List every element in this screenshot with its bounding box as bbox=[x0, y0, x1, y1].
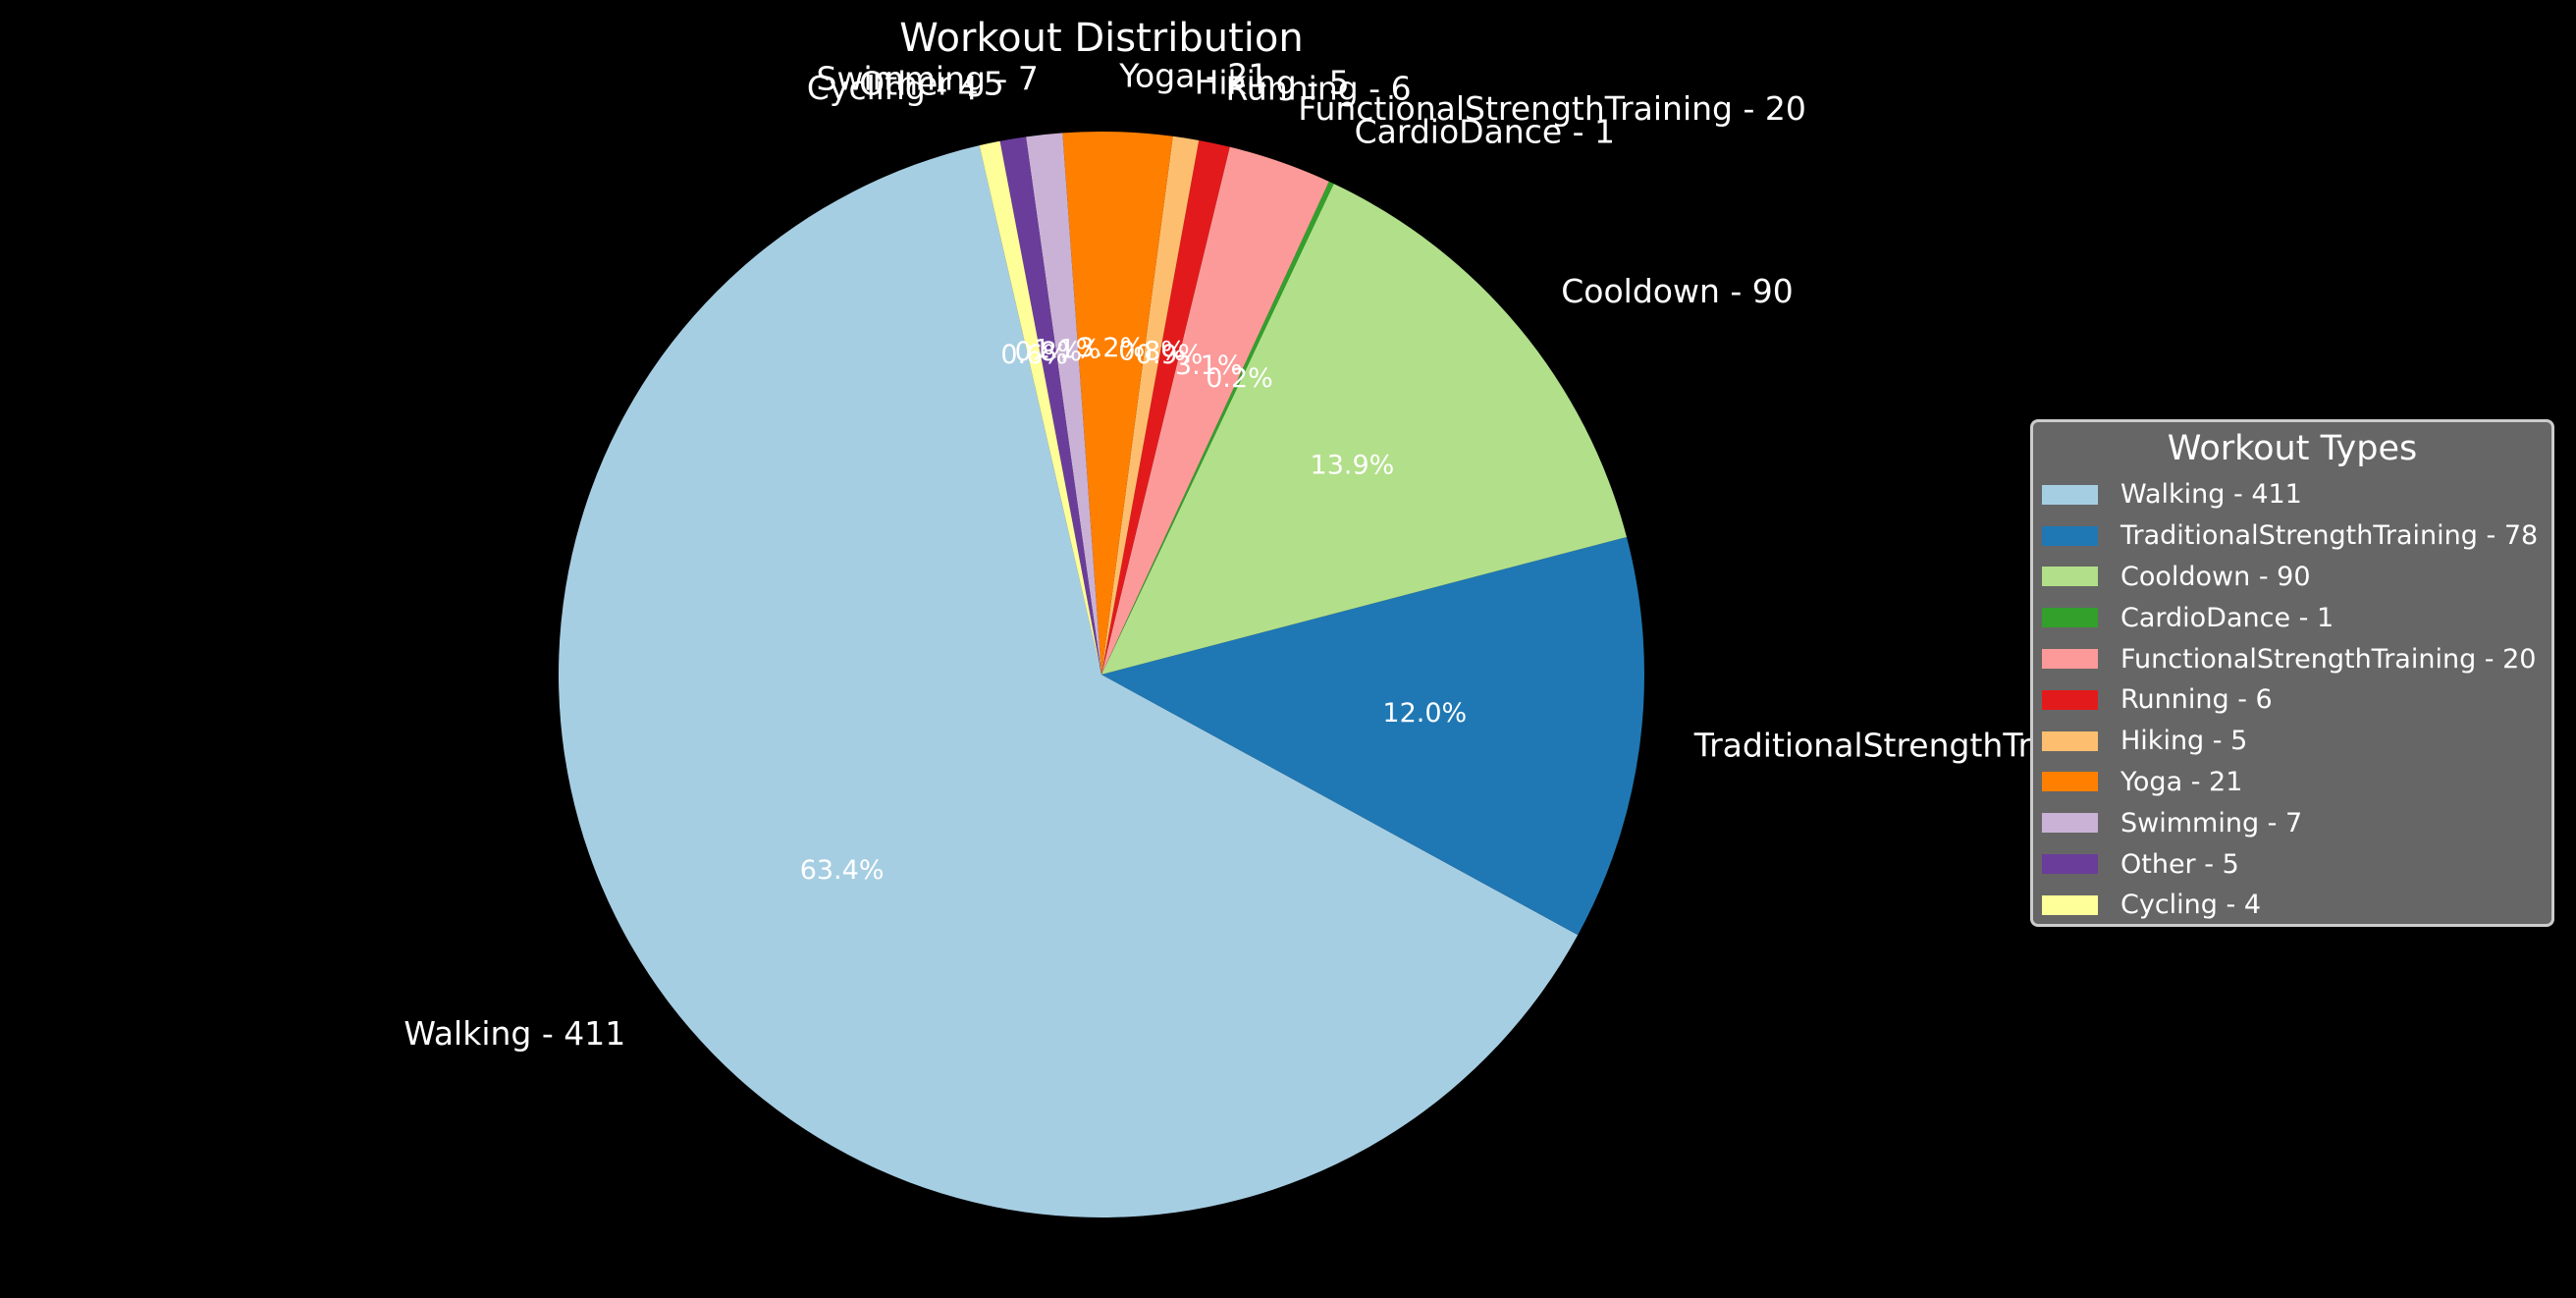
legend-title: Workout Types bbox=[2167, 429, 2418, 468]
pie-slice-cardiodance bbox=[1101, 181, 1334, 676]
legend-swatch bbox=[2042, 689, 2098, 710]
legend-list: Walking - 411 TraditionalStrengthTraining… bbox=[2042, 474, 2538, 926]
legend-label: FunctionalStrengthTraining - 20 bbox=[2120, 643, 2537, 675]
slice-label-running: Running - 6 bbox=[1225, 69, 1411, 107]
slice-label-swimming: Swimming - 7 bbox=[817, 60, 1039, 98]
legend-label: TraditionalStrengthTraining - 78 bbox=[2120, 520, 2539, 552]
legend-swatch bbox=[2042, 772, 2098, 792]
legend-item-other: Other - 5 bbox=[2042, 843, 2538, 885]
legend-swatch bbox=[2042, 813, 2098, 834]
pie-slice-yoga bbox=[1062, 132, 1173, 675]
legend-label: Yoga - 21 bbox=[2120, 766, 2243, 797]
legend-label: Running - 6 bbox=[2120, 684, 2273, 716]
slice-label-cardiodance: CardioDance - 1 bbox=[1355, 112, 1615, 150]
percent-labels: 63.4%12.0%13.9%0.2%3.1%0.9%0.8%3.2%1.1%0… bbox=[800, 333, 1468, 886]
pie-slices bbox=[559, 132, 1644, 1218]
pie-slice-running bbox=[1101, 139, 1230, 676]
pie-slice-cycling bbox=[979, 140, 1101, 675]
legend-item-cooldown: Cooldown - 90 bbox=[2042, 557, 2538, 598]
percent-label-functionalstrengthtraining: 3.1% bbox=[1175, 351, 1243, 381]
legend: Workout Types Walking - 411 TraditionalSt… bbox=[2030, 419, 2554, 927]
legend-swatch bbox=[2042, 567, 2098, 587]
pie-slice-swimming bbox=[1026, 133, 1101, 676]
slice-label-other: Other - 5 bbox=[859, 64, 1004, 102]
percent-label-walking: 63.4% bbox=[800, 855, 885, 886]
pie-slice-cooldown bbox=[1101, 184, 1627, 675]
slice-label-hiking: Hiking - 5 bbox=[1195, 64, 1350, 102]
percent-label-traditionalstrengthtraining: 12.0% bbox=[1382, 698, 1467, 729]
legend-item-traditionalstrengthtraining: TraditionalStrengthTraining - 78 bbox=[2042, 515, 2538, 557]
pie-slice-other bbox=[999, 136, 1101, 675]
legend-label: Swimming - 7 bbox=[2120, 807, 2303, 838]
pie-slice-traditionalstrengthtraining bbox=[1101, 536, 1644, 936]
legend-label: Walking - 411 bbox=[2120, 479, 2302, 511]
pie-slice-walking bbox=[559, 145, 1579, 1218]
slice-labels: Walking - 411TraditionalStrengthTraining… bbox=[403, 56, 2204, 1053]
legend-item-functionalstrengthtraining: FunctionalStrengthTraining - 20 bbox=[2042, 638, 2538, 679]
percent-label-running: 0.9% bbox=[1136, 340, 1204, 370]
legend-swatch bbox=[2042, 730, 2098, 751]
legend-item-walking: Walking - 411 bbox=[2042, 474, 2538, 515]
legend-swatch bbox=[2042, 484, 2098, 505]
legend-label: CardioDance - 1 bbox=[2120, 602, 2334, 633]
slice-label-yoga: Yoga - 21 bbox=[1118, 56, 1268, 94]
pie-slice-hiking bbox=[1101, 135, 1200, 675]
percent-label-hiking: 0.8% bbox=[1118, 337, 1186, 367]
percent-label-cardiodance: 0.2% bbox=[1206, 363, 1273, 394]
chart-title: Workout Distribution bbox=[899, 16, 1303, 61]
legend-item-running: Running - 6 bbox=[2042, 679, 2538, 721]
legend-label: Hiking - 5 bbox=[2120, 726, 2248, 757]
percent-label-cycling: 0.6% bbox=[1000, 340, 1068, 370]
legend-item-cycling: Cycling - 4 bbox=[2042, 885, 2538, 926]
slice-label-walking: Walking - 411 bbox=[403, 1014, 625, 1053]
slice-label-cycling: Cycling - 4 bbox=[807, 69, 979, 107]
legend-swatch bbox=[2042, 608, 2098, 628]
legend-item-yoga: Yoga - 21 bbox=[2042, 762, 2538, 803]
percent-label-yoga: 3.2% bbox=[1078, 333, 1146, 363]
legend-swatch bbox=[2042, 894, 2098, 915]
legend-label: Cooldown - 90 bbox=[2120, 561, 2311, 592]
legend-item-hiking: Hiking - 5 bbox=[2042, 721, 2538, 762]
pie-slice-functionalstrengthtraining bbox=[1101, 146, 1329, 675]
legend-item-swimming: Swimming - 7 bbox=[2042, 802, 2538, 843]
percent-label-swimming: 1.1% bbox=[1034, 335, 1101, 365]
legend-item-cardiodance: CardioDance - 1 bbox=[2042, 597, 2538, 638]
legend-swatch bbox=[2042, 649, 2098, 670]
legend-label: Cycling - 4 bbox=[2120, 890, 2262, 921]
percent-label-other: 0.8% bbox=[1015, 337, 1083, 367]
legend-label: Other - 5 bbox=[2120, 848, 2239, 880]
legend-swatch bbox=[2042, 854, 2098, 875]
slice-label-functionalstrengthtraining: FunctionalStrengthTraining - 20 bbox=[1298, 89, 1806, 128]
percent-label-cooldown: 13.9% bbox=[1311, 451, 1395, 481]
legend-swatch bbox=[2042, 525, 2098, 546]
slice-label-cooldown: Cooldown - 90 bbox=[1561, 272, 1794, 310]
